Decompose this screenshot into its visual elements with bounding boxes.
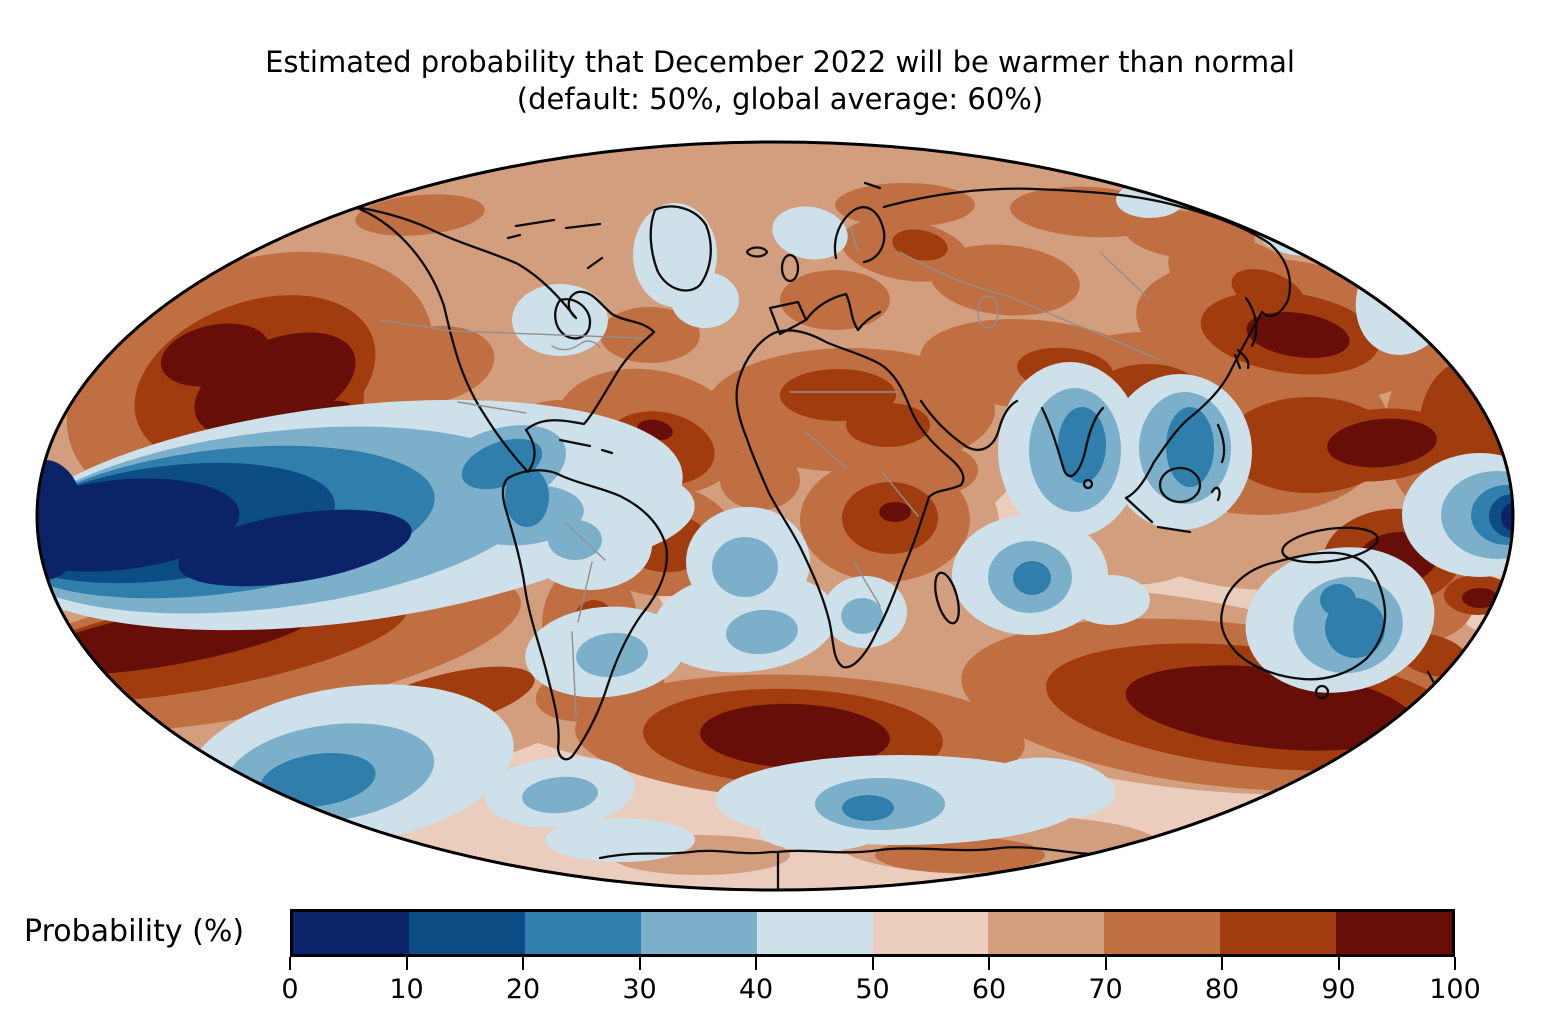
colorbar-tick-50 bbox=[871, 957, 874, 970]
colorbar-ticklabels: 0 10 20 30 40 50 60 70 80 90 100 bbox=[281, 974, 1480, 1010]
la-nina-cold-tongue bbox=[37, 460, 1513, 587]
antarctica-coastline bbox=[598, 846, 1092, 890]
india-coastline bbox=[1040, 406, 1105, 478]
colorbar-ticklabel-50: 50 bbox=[855, 974, 890, 1005]
colorbar-tick-90 bbox=[1337, 957, 1340, 970]
colorbar-tick-30 bbox=[638, 957, 641, 970]
colorbar-ticklabel-70: 70 bbox=[1088, 974, 1123, 1005]
iceland-coastline bbox=[745, 246, 769, 258]
colorbar-segment-70-80 bbox=[1104, 912, 1221, 954]
colorbar-segment-60-70 bbox=[988, 912, 1105, 954]
caribbean-islands bbox=[558, 438, 614, 455]
high-probability-cores bbox=[37, 312, 1498, 769]
japan-coastline bbox=[1233, 296, 1258, 370]
colorbar-ticklabel-30: 30 bbox=[622, 974, 657, 1005]
europe-coastline bbox=[768, 206, 886, 336]
south-america-coastline bbox=[501, 469, 668, 761]
colorbar-ticklabel-20: 20 bbox=[505, 974, 541, 1005]
figure-title: Estimated probability that December 2022… bbox=[0, 44, 1560, 118]
colorbar-segment-50-60 bbox=[872, 912, 989, 954]
arctic-islands bbox=[506, 181, 882, 270]
africa-coastline bbox=[735, 329, 965, 669]
great-lakes bbox=[551, 340, 601, 351]
map-frame bbox=[35, 140, 1515, 892]
figure-title-line-2: (default: 50%, global average: 60%) bbox=[516, 82, 1044, 116]
colorbar-tick-10 bbox=[405, 957, 408, 970]
country-borders bbox=[379, 225, 1161, 717]
africa-borders bbox=[789, 391, 919, 607]
colorbar-ticklabel-0: 0 bbox=[281, 974, 299, 1005]
colorbar-tick-70 bbox=[1104, 957, 1107, 970]
colorbar-segment-40-50 bbox=[756, 912, 873, 954]
colorbar-ticklabel-10: 10 bbox=[389, 974, 424, 1005]
us-canada-border bbox=[379, 319, 643, 339]
eurasia-borders bbox=[849, 225, 1161, 361]
britain-coastline bbox=[780, 253, 800, 283]
indonesia-islands bbox=[1124, 423, 1226, 534]
cool-regions bbox=[37, 182, 1513, 862]
colorbar-tick-20 bbox=[522, 957, 524, 970]
australia-coastline bbox=[1220, 551, 1387, 681]
colorbar-tick-0 bbox=[289, 957, 291, 970]
arabia-coastline bbox=[919, 399, 1019, 451]
colorbar-ticklabel-60: 60 bbox=[971, 974, 1007, 1005]
colorbar-tick-60 bbox=[988, 957, 990, 970]
colorbar-ticklabel-100: 100 bbox=[1429, 974, 1481, 1005]
coastlines bbox=[350, 181, 1456, 890]
colorbar-tick-100 bbox=[1454, 957, 1456, 970]
colorbar bbox=[290, 909, 1455, 957]
colorbar-segment-80-90 bbox=[1220, 912, 1337, 954]
colorbar-ticklabel-90: 90 bbox=[1321, 974, 1356, 1005]
tasmania bbox=[1314, 684, 1330, 700]
caspian-sea bbox=[977, 295, 999, 329]
borneo-coastline bbox=[1158, 466, 1202, 504]
colorbar-segment-0-10 bbox=[293, 912, 409, 954]
colorbar-segment-30-40 bbox=[640, 912, 757, 954]
colorbar-ticks bbox=[289, 957, 1456, 970]
colorbar-label: Probability (%) bbox=[24, 914, 245, 949]
colorbar-tick-80 bbox=[1221, 957, 1223, 970]
colorbar-ticklabel-80: 80 bbox=[1204, 974, 1240, 1005]
madagascar-coastline bbox=[934, 571, 960, 625]
sri-lanka bbox=[1082, 478, 1094, 490]
greenland-coastline bbox=[649, 205, 712, 292]
figure-title-line-1: Estimated probability that December 2022… bbox=[265, 45, 1295, 79]
us-mexico-border bbox=[457, 401, 527, 414]
north-america-coastline bbox=[350, 204, 656, 474]
colorbar-segment-20-30 bbox=[524, 912, 641, 954]
new-guinea-coastline bbox=[1281, 526, 1379, 564]
colorbar-tick-40 bbox=[755, 957, 757, 970]
colorbar-segment-90-100 bbox=[1336, 912, 1453, 954]
colorbar-segment-10-20 bbox=[408, 912, 525, 954]
eurasia-coastline bbox=[882, 187, 1292, 500]
south-america-borders bbox=[564, 521, 606, 717]
colorbar-ticklabel-40: 40 bbox=[738, 974, 774, 1005]
